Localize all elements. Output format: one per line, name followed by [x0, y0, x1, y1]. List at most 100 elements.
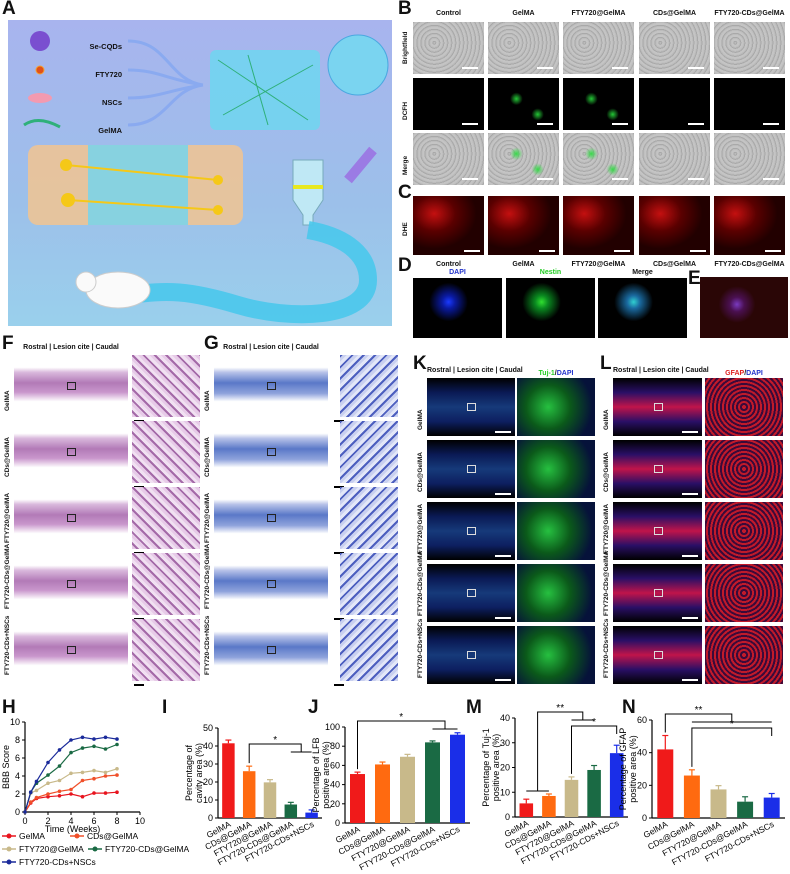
scale-bar [682, 555, 698, 557]
dhe-micrograph [413, 196, 484, 255]
region-box [653, 465, 663, 473]
section-header: Rostral | Lesion cite | Caudal [427, 367, 523, 374]
dhe-micrograph [714, 196, 785, 255]
longitudinal-section [427, 626, 515, 684]
data-point [23, 810, 27, 814]
schematic-illustration: Se-CQDs FTY720 NSCs GelMA [8, 20, 392, 326]
micrograph [413, 78, 484, 130]
bar [242, 771, 256, 818]
legend-marker [6, 846, 12, 852]
y-axis-label: BBB Score [1, 745, 11, 789]
y-axis-label-line2: positive area (%) [491, 734, 501, 802]
column-header: FTY720-CDs@GelMA [714, 10, 785, 17]
magnified-inset [132, 553, 200, 615]
longitudinal-section [14, 553, 128, 615]
y-tick-label: 10 [500, 787, 510, 797]
scale-bar [537, 178, 553, 180]
y-tick-label: 50 [203, 723, 213, 733]
longitudinal-section [14, 487, 128, 549]
scale-bar [334, 684, 344, 686]
data-point [34, 779, 39, 784]
data-point [103, 774, 108, 778]
data-point [46, 781, 50, 785]
scale-bar [134, 618, 144, 620]
y-tick-label: 8 [15, 735, 20, 745]
data-point [57, 789, 62, 794]
region-box [67, 448, 76, 456]
data-point [92, 737, 96, 741]
y-tick-label: 0 [335, 818, 340, 828]
section-header: Rostral | Lesion cite | Caudal [613, 367, 709, 374]
scale-bar [334, 486, 344, 488]
bar [737, 801, 754, 818]
scale-bar [134, 486, 144, 488]
panel-label-e: E [688, 268, 701, 289]
data-point [103, 770, 108, 775]
region-box [67, 382, 76, 390]
longitudinal-section [214, 421, 328, 483]
bar [657, 749, 674, 818]
region-box [267, 580, 276, 588]
data-point [115, 737, 119, 741]
scale-bar [614, 250, 630, 252]
scale-bar [682, 617, 698, 619]
scale-bar [462, 178, 478, 180]
micrograph [639, 78, 710, 130]
y-tick-label: 0 [15, 807, 20, 817]
y-tick-label: 6 [15, 753, 20, 763]
data-point [80, 746, 85, 750]
data-point [80, 770, 85, 775]
magnified-inset [517, 626, 595, 684]
y-tick-label: 0 [642, 813, 647, 823]
data-point [92, 776, 96, 781]
region-box [653, 589, 663, 597]
magnified-inset [340, 355, 398, 417]
scale-bar [612, 123, 628, 125]
panel-e-image [700, 277, 788, 338]
micrograph [714, 133, 785, 185]
magnified-inset [517, 502, 595, 560]
y-tick-label: 0 [208, 813, 213, 823]
sig-bracket [537, 711, 584, 791]
panel-label-a: A [2, 0, 16, 19]
micrograph [413, 133, 484, 185]
panel-label-m: M [466, 697, 482, 718]
y-tick-label: 30 [203, 759, 213, 769]
significance-marker: * [399, 712, 403, 723]
bar [763, 797, 780, 818]
group-label: CDs@GelMA [653, 261, 696, 268]
scale-bar [462, 123, 478, 125]
scale-bar [682, 493, 698, 495]
y-tick-label: 20 [637, 780, 647, 790]
data-point [115, 773, 119, 777]
micrograph [714, 22, 785, 74]
data-point [92, 744, 96, 749]
scale-bar [539, 250, 555, 252]
panel-label-h: H [2, 697, 16, 718]
region-box [467, 589, 476, 597]
magnified-inset [132, 487, 200, 549]
group-label: FTY720-CDs@GelMA [714, 261, 785, 268]
panel-label-n: N [622, 697, 636, 718]
data-point [80, 735, 85, 740]
bar [609, 753, 624, 817]
bar [710, 789, 727, 818]
column-header: Control [436, 10, 461, 17]
data-point [46, 794, 50, 799]
bar [222, 743, 235, 818]
micrograph [563, 78, 634, 130]
magnified-inset [705, 502, 783, 560]
dhe-micrograph [639, 196, 710, 255]
data-point [57, 764, 62, 768]
x-tick-label: 8 [114, 816, 119, 826]
micrograph [488, 133, 559, 185]
longitudinal-section [613, 564, 702, 622]
y-axis-label-line2: cavity area (%) [194, 743, 204, 803]
region-box [467, 403, 476, 411]
magnified-inset [132, 355, 200, 417]
y-axis-label-line1: Percentage of [184, 744, 194, 801]
legend-marker [74, 833, 80, 839]
group-label: Control [436, 261, 461, 268]
micrograph [563, 22, 634, 74]
data-point [92, 791, 96, 795]
